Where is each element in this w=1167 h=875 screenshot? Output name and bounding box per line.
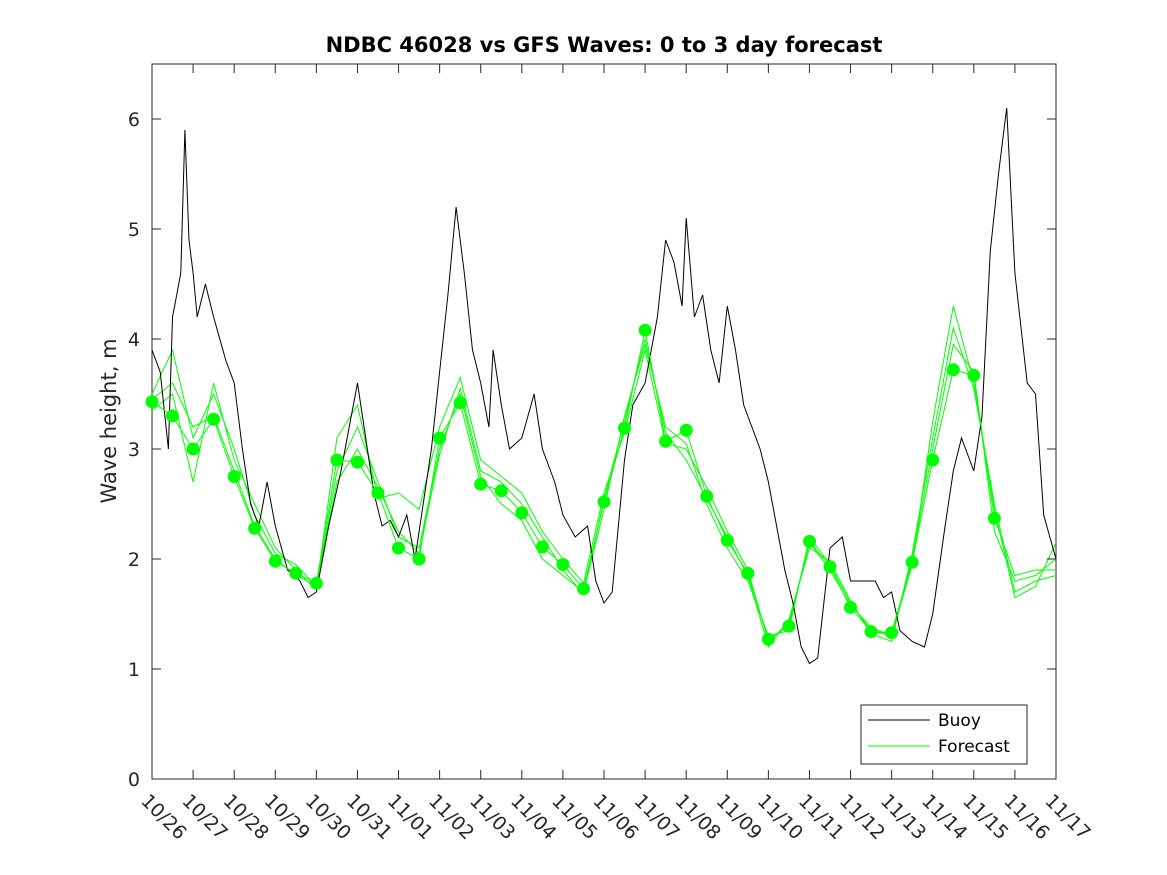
forecast-point <box>946 363 960 377</box>
forecast-point <box>761 632 775 646</box>
forecast-point <box>967 368 981 382</box>
forecast-point <box>577 582 590 596</box>
forecast-point <box>248 521 262 535</box>
forecast-point <box>700 489 714 503</box>
forecast-point <box>289 566 303 580</box>
forecast-point <box>864 625 878 639</box>
forecast-point <box>987 511 1001 525</box>
y-tick-label: 5 <box>128 219 140 241</box>
forecast-point <box>433 431 447 445</box>
forecast-point <box>494 484 508 498</box>
forecast-point <box>186 442 200 456</box>
forecast-point <box>659 434 673 448</box>
forecast-point <box>207 412 221 426</box>
forecast-point <box>556 558 570 571</box>
legend-label-forecast: Forecast <box>938 737 1010 757</box>
forecast-point <box>618 421 631 435</box>
forecast-point <box>268 554 282 568</box>
forecast-point <box>166 409 179 423</box>
forecast-point <box>145 395 159 409</box>
plot-area <box>151 63 1057 780</box>
forecast-point <box>803 534 816 548</box>
forecast-point <box>720 533 734 547</box>
forecast-point <box>597 495 611 509</box>
forecast-point <box>515 506 529 520</box>
forecast-point <box>392 541 405 555</box>
y-tick-label: 3 <box>128 439 140 461</box>
legend-box <box>860 704 1028 765</box>
forecast-point <box>782 619 796 633</box>
forecast-point <box>227 470 241 483</box>
legend: Buoy Forecast <box>860 704 1028 765</box>
y-tick-label: 4 <box>128 329 140 351</box>
forecast-point <box>885 626 899 640</box>
forecast-point <box>741 566 755 580</box>
forecast-point <box>535 540 549 554</box>
chart-title: NDBC 46028 vs GFS Waves: 0 to 3 day fore… <box>326 33 883 57</box>
y-tick-label: 1 <box>128 659 140 681</box>
y-tick-label: 0 <box>128 769 140 791</box>
forecast-point <box>351 455 364 469</box>
forecast-point <box>905 555 919 569</box>
series-layer <box>145 107 1057 665</box>
forecast-point <box>330 453 344 467</box>
y-tick-label: 2 <box>128 549 140 571</box>
forecast-point <box>474 477 488 491</box>
forecast-point <box>309 576 323 590</box>
forecast-point <box>371 486 385 500</box>
forecast-point <box>679 423 693 437</box>
legend-label-buoy: Buoy <box>938 711 981 731</box>
y-axis-label: Wave height, m <box>97 338 121 503</box>
forecast-point <box>412 552 426 566</box>
forecast-point <box>453 396 467 410</box>
forecast-point <box>823 560 837 574</box>
y-tick-label: 6 <box>128 109 140 131</box>
forecast-point <box>926 453 940 467</box>
forecast-point <box>638 323 652 337</box>
forecast-point <box>844 600 857 614</box>
